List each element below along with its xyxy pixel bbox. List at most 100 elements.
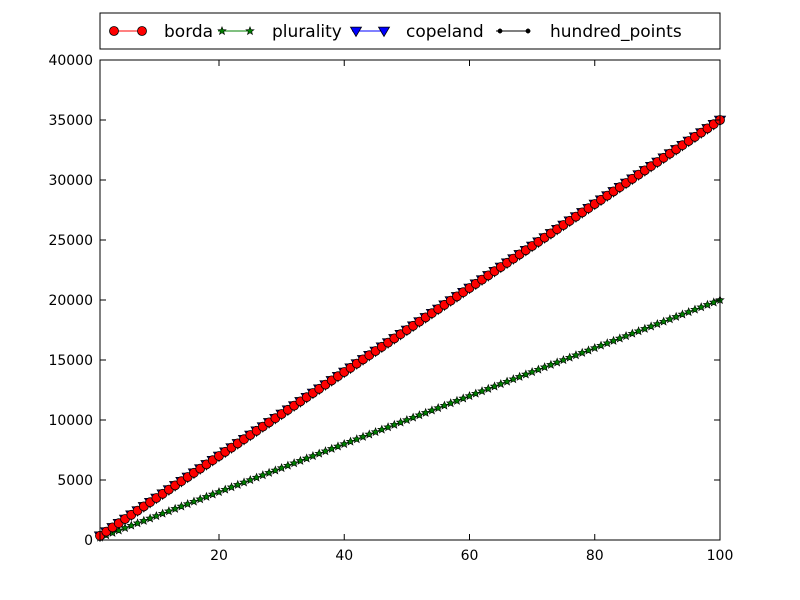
data-point-plurality [339,438,350,449]
data-point-plurality [139,515,149,525]
data-point-plurality [420,407,431,417]
series-plurality [95,294,725,542]
data-point-plurality [439,400,450,410]
data-point-plurality [383,422,393,432]
data-point-plurality [126,520,137,530]
x-tick-label: 100 [707,548,734,564]
data-point-plurality [633,326,644,336]
data-point-plurality [301,453,312,463]
data-point-plurality [226,482,237,492]
data-point-plurality [690,304,700,314]
data-point-plurality [589,342,600,353]
legend-label: hundred_points [550,22,682,42]
data-point-plurality [502,376,512,386]
data-point-plurality [283,460,293,470]
data-point-plurality [151,510,162,521]
legend-marker [525,28,531,34]
data-point-plurality [220,484,231,494]
legend-label: copeland [406,22,484,42]
data-point-plurality [608,335,619,345]
legend-marker [109,26,119,36]
y-tick-label: 40000 [48,53,93,69]
legend-marker [377,26,391,38]
legend-label: borda [164,22,213,42]
data-point-plurality [182,498,193,509]
legend-marker [217,25,227,36]
y-tick-label: 5000 [57,473,93,489]
data-point-plurality [433,402,443,413]
axis-ticks: 20 40 60 80 100 0 5000 10000 15000 20000 25000 3000… [48,53,733,564]
data-point-plurality [539,362,550,372]
legend-item-hundred_points: hundred_points [496,22,682,42]
legend: borda plurality copeland hundred_points [99,12,721,50]
data-point-plurality [164,506,174,516]
data-point-plurality [615,333,625,343]
data-point-plurality [351,434,362,444]
legend-frame [99,12,721,50]
data-point-plurality [308,450,318,461]
data-point-plurality [496,378,506,389]
data-point-plurality [458,393,469,403]
data-point-plurality [571,350,581,360]
legend-marker [497,28,503,34]
data-point-plurality [552,357,562,367]
data-point-plurality [445,398,456,408]
data-point-plurality [508,374,519,384]
data-point-plurality [258,470,268,480]
data-point-plurality [276,462,287,473]
data-point-plurality [314,448,324,458]
data-point-plurality [596,340,606,350]
data-point-plurality [414,410,425,420]
data-point-plurality [370,426,381,437]
data-point-plurality [145,513,155,523]
legend-item-copeland: copeland [349,22,484,42]
data-point-plurality [201,491,212,501]
data-point-plurality [677,309,688,319]
data-point-plurality [326,443,337,453]
y-tick-label: 30000 [48,173,93,189]
data-point-plurality [521,369,531,379]
legend-item-plurality: plurality [217,22,342,42]
data-point-plurality [402,414,412,425]
data-point-plurality [546,359,556,369]
data-point-plurality [207,489,218,499]
data-point-plurality [176,501,187,511]
data-point-plurality [232,479,243,489]
data-point-plurality [364,429,375,439]
data-point-plurality [640,323,650,333]
data-point-plurality [264,467,274,477]
data-point-plurality [377,424,387,434]
data-point-plurality [527,366,537,377]
data-point-plurality [251,472,262,482]
data-point-plurality [345,436,356,446]
data-point-plurality [602,338,613,348]
y-tick-label: 15000 [48,353,93,369]
series-layer [93,115,727,543]
data-point-plurality [708,297,719,307]
y-tick-label: 0 [84,533,93,549]
y-tick-label: 25000 [48,233,93,249]
data-point-plurality [195,494,205,504]
data-point-plurality [583,345,594,355]
data-point-plurality [214,486,224,497]
data-point-plurality [289,458,299,468]
data-point-plurality [489,381,500,391]
legend-marker [349,26,363,38]
data-point-plurality [408,412,418,422]
legend-marker [137,26,147,36]
data-point-plurality [477,386,487,396]
data-point-plurality [558,354,569,365]
data-point-plurality [577,347,588,357]
data-point-plurality [514,371,525,381]
data-point-plurality [395,417,406,427]
y-tick-label: 20000 [48,293,93,309]
data-point-plurality [245,474,256,485]
data-point-plurality [427,405,437,415]
data-point-plurality [658,316,669,326]
series-borda [95,115,725,541]
x-tick-label: 80 [586,548,604,564]
legend-label: plurality [272,22,342,42]
data-point-plurality [132,518,143,528]
data-point-plurality [389,419,400,429]
